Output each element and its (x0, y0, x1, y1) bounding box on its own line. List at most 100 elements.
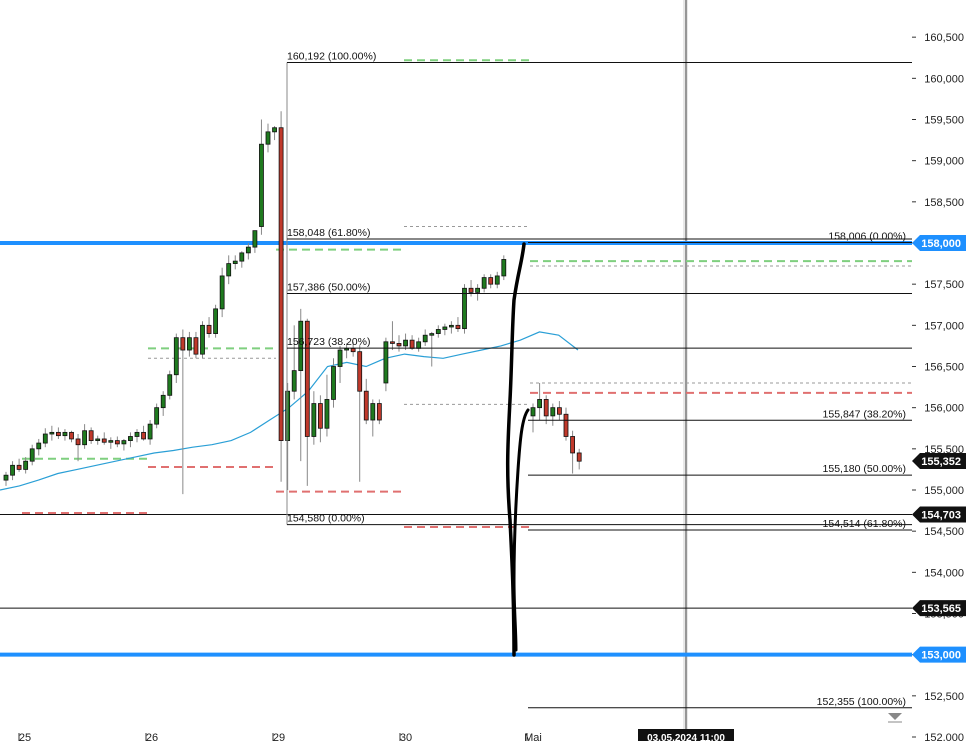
price-tag: 158,000 (912, 235, 966, 251)
price-tag-label: 155,352 (921, 456, 961, 468)
crosshair-time-label: 03.05.2024 11:00 (647, 733, 725, 741)
candle-body (49, 431, 55, 435)
candle (121, 438, 127, 451)
candle (154, 403, 160, 429)
y-tick-label: 154,500 (924, 526, 964, 538)
price-tag-label: 154,703 (921, 509, 961, 521)
candle-body (396, 343, 402, 347)
candle (435, 325, 441, 338)
candle-body (29, 448, 35, 462)
candle-body (409, 339, 415, 349)
y-tick-label: 154,000 (924, 567, 964, 579)
candle (494, 271, 500, 289)
y-tick-label: 159,500 (924, 115, 964, 127)
candle-body (357, 351, 363, 392)
freehand-drawing-layer (505, 242, 530, 657)
candle (259, 119, 264, 235)
candle-body (311, 403, 317, 437)
candle-body (114, 440, 120, 445)
y-tick-label: 152,500 (924, 691, 964, 703)
candle-body (206, 324, 212, 334)
y-tick-label: 156,000 (924, 403, 964, 415)
candle-body (494, 275, 500, 285)
candle-body (160, 394, 166, 409)
candle (317, 395, 323, 443)
candle (75, 434, 81, 462)
fib-right-label: 155,847 (38.20%) (823, 408, 906, 420)
candle (128, 432, 133, 448)
candle (501, 255, 507, 281)
candle (134, 429, 140, 443)
candle (3, 471, 9, 486)
candle-body (186, 337, 192, 351)
candle-body (245, 246, 251, 254)
candle-body (259, 143, 264, 227)
candle-body (232, 260, 238, 264)
candle (88, 427, 94, 444)
y-tick-label: 158,500 (924, 197, 964, 209)
candle-body (576, 452, 582, 462)
price-tag-label: 153,565 (921, 603, 961, 615)
y-tick-label: 157,500 (924, 279, 964, 291)
candle-body (252, 230, 258, 248)
fib-right-label: 158,006 (0.00%) (828, 231, 906, 243)
candle-body (557, 407, 562, 415)
candle-body (563, 413, 569, 437)
candle (62, 429, 68, 441)
candle-body (36, 442, 42, 450)
candle-body (167, 374, 173, 396)
candle (543, 395, 549, 425)
candle-body (154, 407, 160, 425)
crosshair-time-bg (638, 729, 734, 741)
candle-body (376, 403, 382, 421)
candle (226, 255, 232, 285)
candle-body (173, 337, 179, 376)
candle (16, 458, 22, 472)
price-tag-shape (912, 235, 966, 251)
candle-body (317, 403, 323, 429)
candle-body (75, 438, 81, 446)
fib-right-label: 152,355 (100.00%) (817, 696, 906, 708)
candle-body (416, 341, 422, 349)
candle (167, 370, 173, 400)
candle-body (3, 474, 9, 481)
candle-body (475, 287, 481, 293)
candle-body (265, 131, 271, 145)
candle (455, 317, 461, 332)
candle (448, 321, 454, 334)
candle (245, 243, 251, 260)
crosshair-time-tag: 03.05.2024 11:00 (638, 729, 734, 741)
freehand-stroke[interactable] (512, 408, 530, 652)
candle-body (324, 399, 330, 429)
candle (376, 399, 382, 425)
y-tick-label: 160,000 (924, 73, 964, 85)
candle (462, 284, 467, 334)
candle (252, 230, 258, 253)
x-axis: 25 26 29 30 Mai 03.05.2024 11:00 (18, 729, 734, 741)
candle (10, 461, 15, 481)
candle-body (337, 349, 343, 367)
candle-body (537, 399, 542, 409)
candle (160, 391, 166, 416)
candle-body (403, 339, 408, 347)
freehand-stroke[interactable] (505, 242, 526, 657)
candle-body (550, 407, 556, 417)
candle (337, 345, 343, 383)
fib-left-label: 158,048 (61.80%) (287, 227, 370, 239)
candle (481, 274, 487, 293)
y-tick-label: 155,000 (924, 485, 964, 497)
y-tick-label: 155,500 (924, 444, 964, 456)
candle (557, 401, 562, 421)
price-tag-label: 158,000 (921, 238, 961, 250)
candle-body (42, 433, 48, 444)
price-tag-shape (912, 600, 966, 617)
fib-left-label: 154,580 (0.00%) (287, 513, 365, 525)
candle (324, 374, 330, 437)
price-tag-label: 153,000 (921, 650, 961, 662)
scroll-down-icon[interactable] (888, 713, 902, 720)
candle (114, 436, 120, 448)
candle-body (448, 324, 454, 328)
candle (141, 425, 146, 441)
